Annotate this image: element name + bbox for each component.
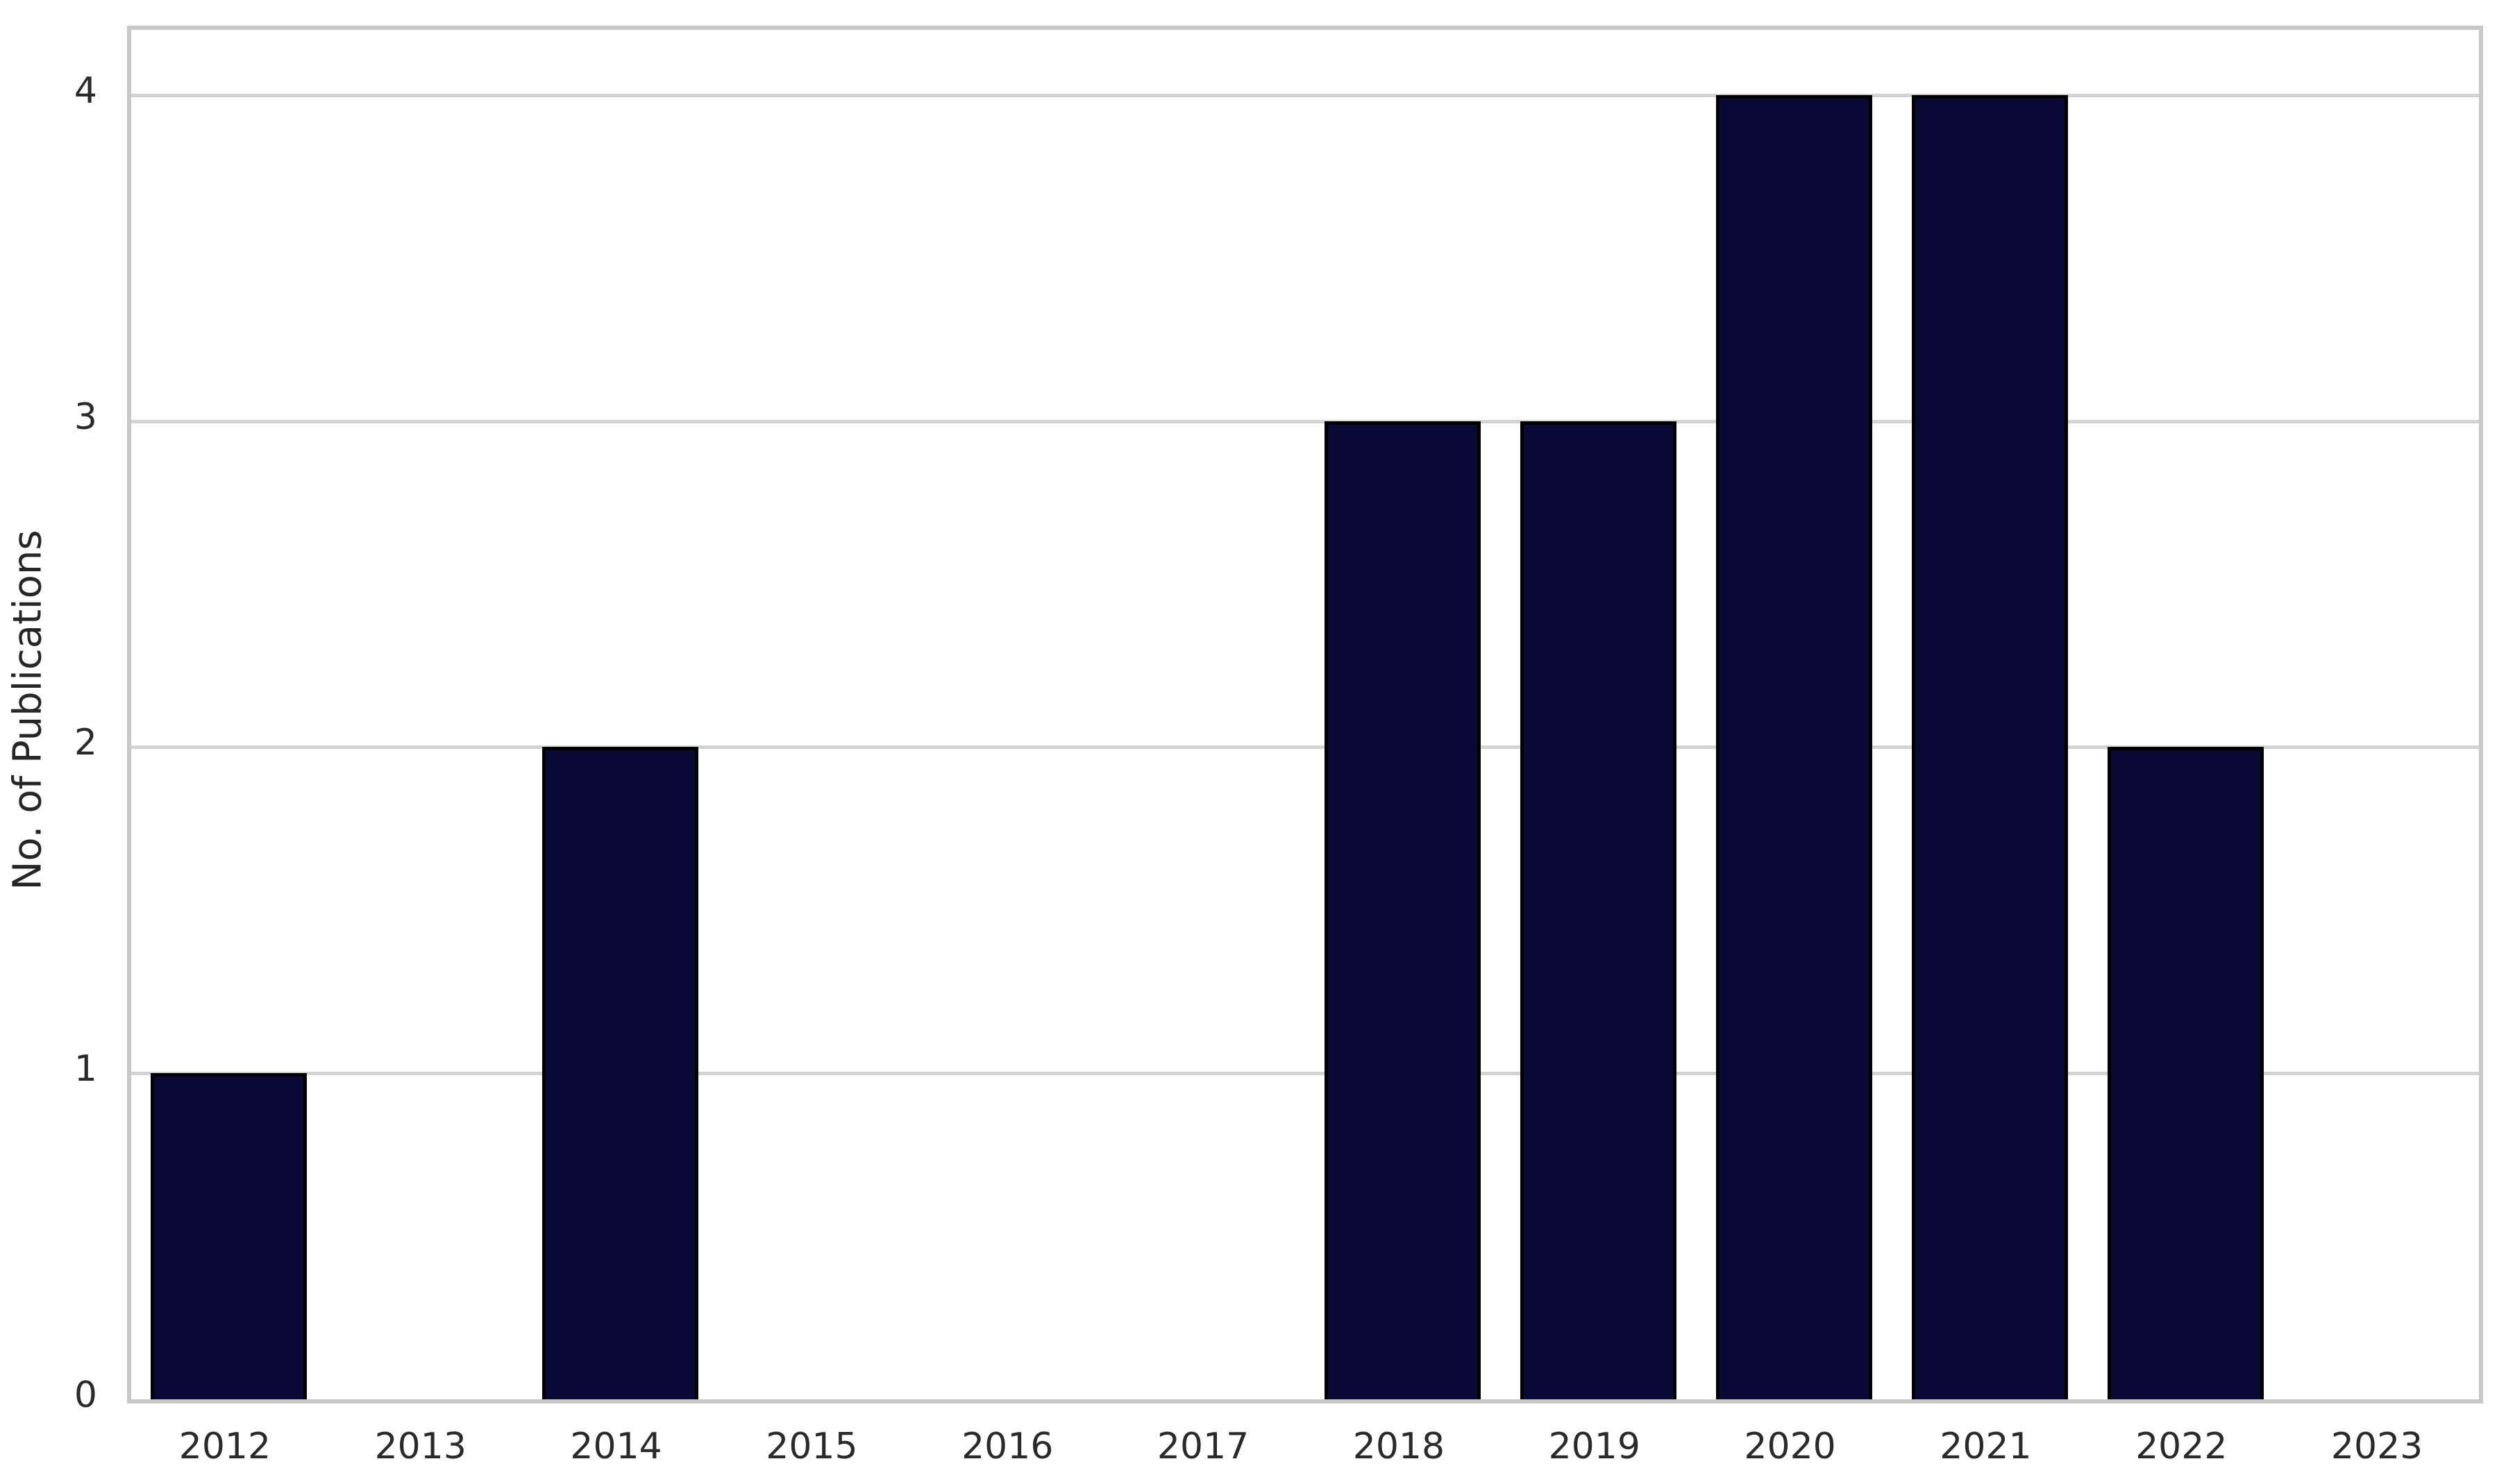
x-tick-label: 2016	[961, 1426, 1054, 1467]
x-tick-label: 2014	[570, 1426, 662, 1467]
x-tick-label: 2012	[178, 1426, 271, 1467]
bar-2022	[2107, 747, 2264, 1399]
gridline	[131, 1072, 2479, 1076]
y-tick-label: 4	[74, 69, 97, 112]
y-tick-label: 3	[74, 396, 97, 438]
x-tick-label: 2022	[2135, 1426, 2228, 1467]
gridline	[131, 93, 2479, 97]
x-tick-label: 2018	[1352, 1426, 1445, 1467]
x-tick-label: 2023	[2330, 1426, 2423, 1467]
x-tick-label: 2017	[1157, 1426, 1250, 1467]
y-axis-label: No. of Publications	[5, 530, 51, 891]
bar-2019	[1520, 421, 1677, 1399]
plot-area	[127, 26, 2483, 1403]
bar-2021	[1911, 94, 2068, 1399]
x-tick-label: 2019	[1548, 1426, 1640, 1467]
x-tick-label: 2020	[1744, 1426, 1836, 1467]
gridline	[131, 419, 2479, 423]
x-tick-label: 2013	[374, 1426, 466, 1467]
y-tick-label: 2	[74, 722, 97, 764]
bar-2020	[1716, 94, 1873, 1399]
bar-2012	[151, 1073, 308, 1399]
y-tick-label: 0	[74, 1374, 97, 1416]
x-tick-label: 2015	[766, 1426, 858, 1467]
gridline	[131, 745, 2479, 750]
y-tick-label: 1	[74, 1048, 97, 1090]
bar-2018	[1325, 421, 1481, 1399]
x-tick-label: 2021	[1940, 1426, 2032, 1467]
bar-2014	[542, 747, 699, 1399]
